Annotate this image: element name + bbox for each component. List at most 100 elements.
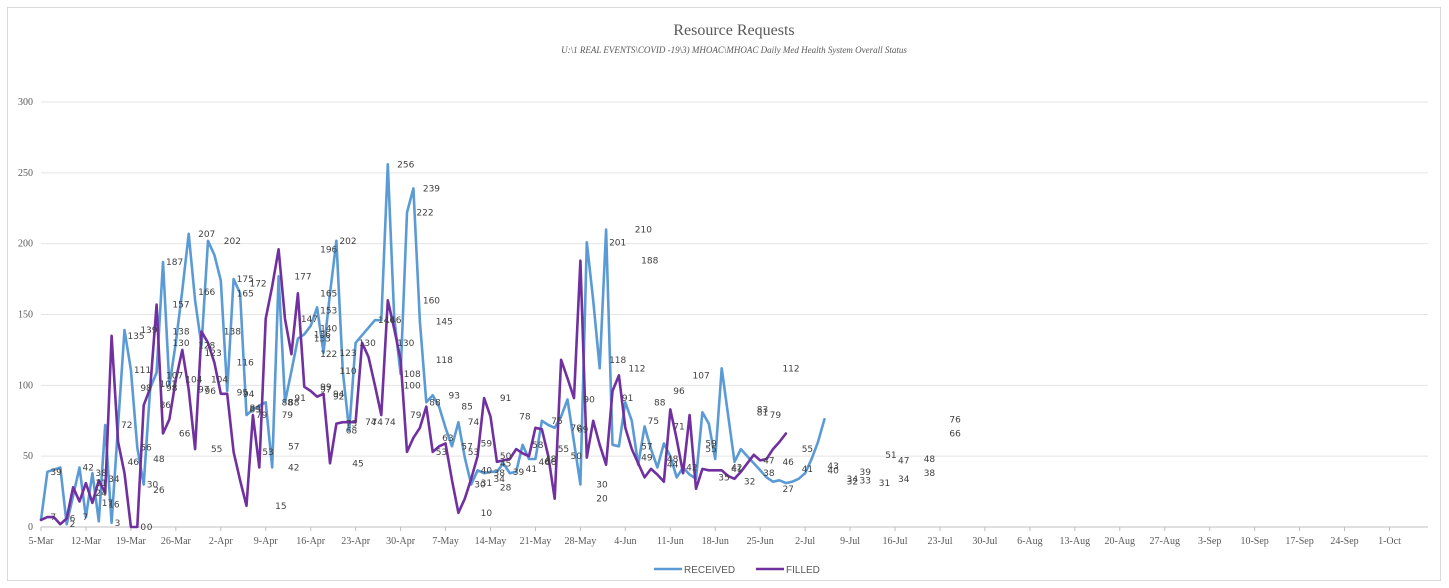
data-label: 130	[359, 339, 376, 349]
data-label: 123	[205, 349, 222, 359]
data-label: 50	[500, 452, 512, 462]
data-label: 157	[172, 301, 189, 311]
data-label: 66	[949, 430, 961, 440]
data-label: 39	[860, 468, 872, 478]
data-label: 0	[147, 523, 153, 533]
data-label: 47	[898, 456, 909, 466]
data-label: 202	[339, 237, 356, 247]
x-tick-label: 30-Apr	[386, 536, 416, 547]
x-axis: 5-Mar 12-Mar 19-Mar 26-Mar 2-Apr 9-Apr 16-Apr 2…	[29, 527, 1401, 547]
data-label: 84	[249, 404, 261, 414]
data-label: 147	[301, 315, 318, 325]
data-label: 53	[468, 448, 479, 458]
data-label: 49	[641, 454, 653, 464]
x-tick-label: 9-Apr	[254, 536, 279, 547]
data-label: 128	[198, 342, 215, 352]
chart-title: Resource Requests	[673, 22, 794, 39]
data-label: 201	[609, 238, 626, 248]
data-label: 207	[198, 230, 215, 240]
data-label: 31	[879, 479, 890, 489]
data-label: 85	[461, 403, 472, 413]
x-tick-label: 7-May	[432, 536, 459, 547]
line-chart: Resource Requests U:\1 REAL EVENTS\COVID…	[18, 22, 1428, 576]
data-label: 145	[436, 318, 453, 328]
data-label: 39	[513, 468, 525, 478]
data-label: 38	[763, 469, 775, 479]
data-label: 210	[635, 226, 652, 236]
data-label: 55	[211, 445, 222, 455]
x-tick-label: 23-Apr	[341, 536, 371, 547]
data-label: 107	[166, 371, 183, 381]
data-label: 73	[346, 420, 357, 430]
data-label: 112	[782, 364, 799, 374]
data-label: 69	[577, 425, 589, 435]
x-tick-label: 16-Apr	[296, 536, 326, 547]
x-tick-label: 25-Jun	[747, 536, 774, 547]
y-tick-label: 200	[18, 239, 33, 250]
data-label: 41	[526, 465, 537, 475]
data-label: 118	[436, 356, 453, 366]
data-label: 31	[95, 479, 106, 489]
data-label: 30	[596, 481, 608, 491]
data-label: 58	[532, 441, 544, 451]
x-tick-label: 21-May	[520, 536, 552, 547]
y-tick-label: 0	[28, 522, 33, 533]
data-label: 38	[924, 469, 936, 479]
data-label: 98	[140, 384, 152, 394]
y-axis-ticks: 0 50 100 150 200 250 300	[18, 97, 33, 533]
data-label: 32	[744, 478, 755, 488]
y-tick-label: 300	[18, 97, 33, 108]
legend: RECEIVED FILLED	[654, 565, 820, 576]
data-label: 46	[127, 458, 139, 468]
data-labels: 3974272638312417163347246135139111563048…	[50, 160, 961, 533]
data-label: 48	[153, 455, 165, 465]
data-label: 34	[847, 475, 859, 485]
data-label: 44	[667, 461, 679, 471]
data-label: 81	[757, 408, 768, 418]
data-label: 47	[763, 456, 774, 466]
data-label: 10	[481, 509, 493, 519]
data-label: 91	[622, 394, 633, 404]
data-label: 101	[160, 380, 177, 390]
data-label: 116	[237, 359, 254, 369]
data-label: 83	[757, 405, 768, 415]
data-label: 165	[320, 289, 337, 299]
legend-label-received: RECEIVED	[684, 565, 735, 576]
data-label: 42	[731, 464, 742, 474]
data-label: 79	[282, 411, 294, 421]
x-tick-label: 30-Jul	[972, 536, 997, 547]
data-label: 35	[718, 473, 729, 483]
data-label: 222	[416, 209, 433, 219]
data-label: 95	[237, 388, 248, 398]
x-tick-label: 13-Aug	[1060, 536, 1091, 547]
data-label: 136	[314, 330, 331, 340]
data-label: 175	[237, 275, 254, 285]
data-label: 48	[924, 455, 936, 465]
data-label: 51	[885, 451, 896, 461]
data-label: 57	[288, 442, 299, 452]
data-label: 74	[384, 418, 396, 428]
x-tick-label: 27-Aug	[1149, 536, 1180, 547]
x-tick-label: 1-Oct	[1378, 536, 1401, 547]
data-label: 74	[365, 418, 377, 428]
data-label: 26	[153, 486, 165, 496]
x-tick-label: 17-Sep	[1285, 536, 1313, 547]
data-label: 3	[115, 519, 121, 529]
data-label: 165	[237, 289, 254, 299]
data-label: 96	[205, 387, 217, 397]
data-label: 56	[140, 444, 152, 454]
data-label: 40	[827, 466, 839, 476]
data-label: 57	[461, 442, 472, 452]
data-label: 63	[442, 434, 453, 444]
data-label: 31	[481, 479, 492, 489]
data-label: 2	[70, 520, 76, 530]
chart-subtitle: U:\1 REAL EVENTS\COVID -19\3) MHOAC\MHOA…	[561, 45, 907, 55]
data-label: 79	[256, 411, 268, 421]
data-label: 196	[320, 245, 337, 255]
data-label: 130	[172, 339, 189, 349]
data-label: 100	[404, 381, 421, 391]
data-label: 93	[449, 391, 460, 401]
data-label: 72	[121, 421, 132, 431]
data-label: 55	[802, 445, 813, 455]
x-tick-label: 6-Aug	[1017, 536, 1043, 547]
